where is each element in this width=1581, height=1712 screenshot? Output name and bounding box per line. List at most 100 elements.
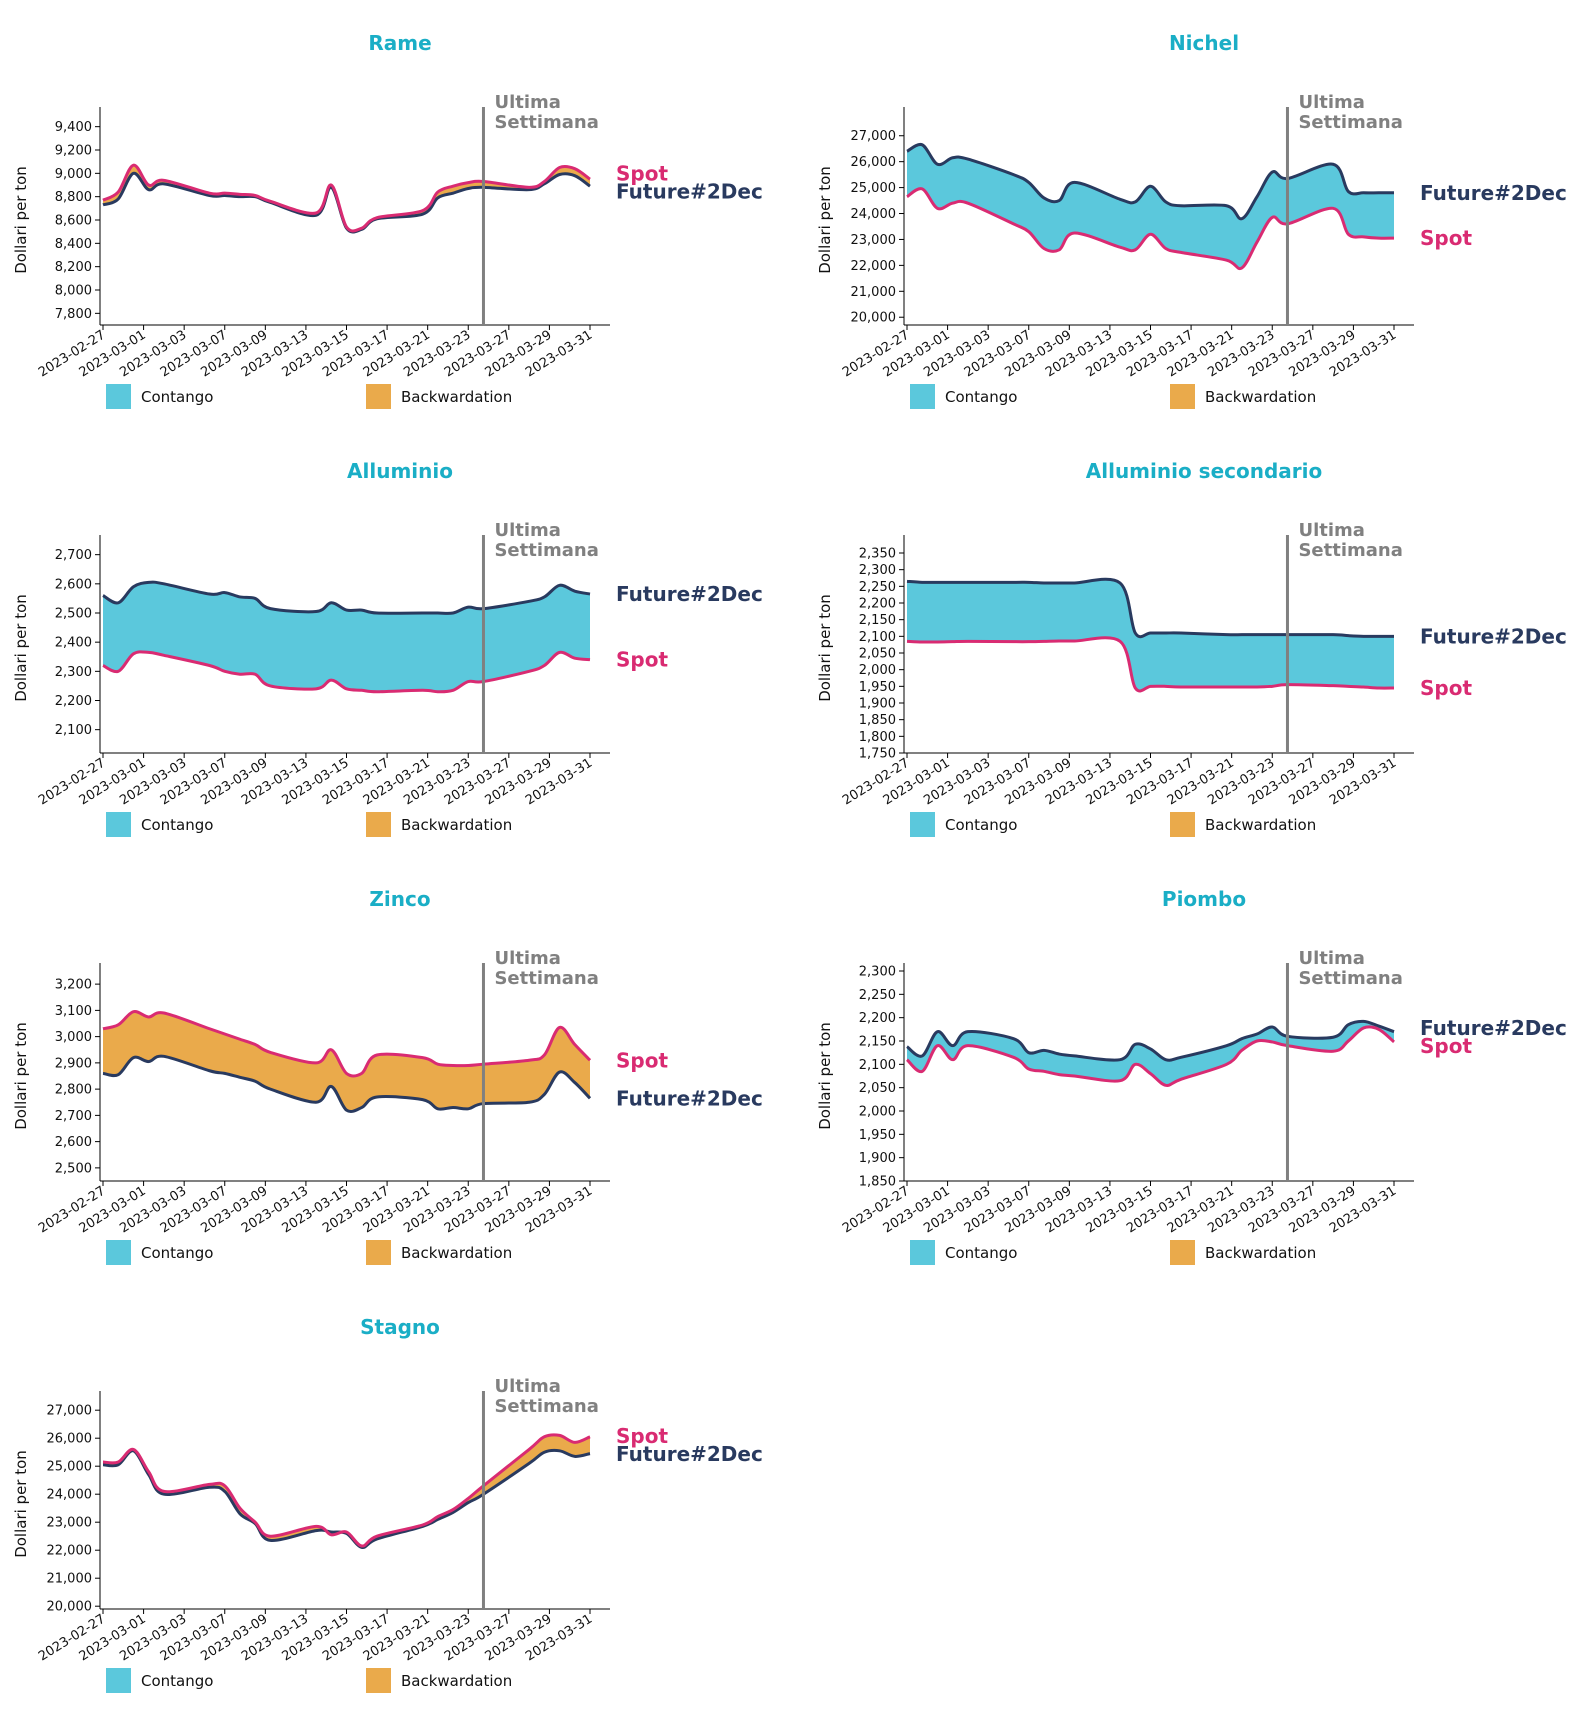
legend-item-backwardation: Backwardation — [1170, 1240, 1316, 1265]
legend-swatch — [366, 1668, 391, 1693]
y-tick-label: 23,000 — [851, 233, 897, 248]
series-line-spot — [102, 1010, 592, 1078]
chart-svg: Alluminio Dollari per ton 2,100 2,200 2,300 2… — [12, 459, 763, 837]
legend-item-backwardation: Backwardation — [366, 1240, 512, 1265]
legend-label: Contango — [945, 388, 1017, 406]
y-tick-label: 8,800 — [55, 190, 92, 205]
legend-swatch — [106, 1668, 131, 1693]
y-tick-label: 2,150 — [859, 1035, 896, 1050]
y-tick-label: 8,200 — [55, 260, 92, 275]
y-tick-label: 9,200 — [55, 144, 92, 159]
legend-swatch — [106, 1240, 131, 1265]
legend-item-backwardation: Backwardation — [366, 812, 512, 837]
chart-panel-alluminio: Alluminio Dollari per ton 2,100 2,200 2,300 2… — [0, 428, 790, 856]
legend-swatch — [910, 812, 935, 837]
series-end-label-future: Future#2Dec — [1420, 624, 1567, 648]
legend-swatch — [366, 384, 391, 409]
y-tick-label: 2,500 — [55, 1161, 92, 1176]
y-axis-label: Dollari per ton — [12, 594, 30, 702]
legend-item-contango: Contango — [106, 1668, 213, 1693]
last-week-label-line2: Settimana — [494, 540, 598, 561]
legend-item-contango: Contango — [910, 812, 1017, 837]
chart-title: Piombo — [1162, 887, 1246, 911]
last-week-label-line1: Ultima — [1298, 92, 1364, 113]
y-tick-label: 2,200 — [859, 597, 896, 612]
legend-item-backwardation: Backwardation — [366, 384, 512, 409]
y-tick-label: 27,000 — [47, 1404, 93, 1419]
y-tick-label: 1,900 — [859, 1151, 896, 1166]
y-tick-label: 1,950 — [859, 680, 896, 695]
legend-swatch — [106, 812, 131, 837]
legend-label: Contango — [945, 816, 1017, 834]
legend-label: Backwardation — [401, 1244, 512, 1262]
last-week-label-line2: Settimana — [1298, 968, 1402, 989]
legend-item-contango: Contango — [910, 1240, 1017, 1265]
chart-svg: Rame Dollari per ton 7,800 8,000 8,200 8,400 8… — [12, 31, 763, 409]
backwardation-area — [103, 1011, 590, 1112]
y-tick-label: 3,200 — [55, 978, 92, 993]
y-tick-label: 1,800 — [859, 730, 896, 745]
chart-panel-rame: Rame Dollari per ton 7,800 8,000 8,200 8,400 8… — [0, 0, 790, 428]
last-week-label-line1: Ultima — [494, 520, 560, 541]
y-tick-label: 20,000 — [851, 311, 897, 326]
y-tick-label: 21,000 — [851, 285, 897, 300]
series-line-spot — [102, 650, 591, 694]
legend-label: Contango — [141, 1244, 213, 1262]
chart-title: Zinco — [369, 887, 430, 911]
y-tick-label: 7,800 — [55, 307, 92, 322]
series-end-label-spot: Spot — [1420, 676, 1472, 700]
legend-item-backwardation: Backwardation — [1170, 812, 1316, 837]
last-week-label-line1: Ultima — [494, 948, 560, 969]
legend-swatch — [1170, 1240, 1195, 1265]
legend-item-contango: Contango — [106, 1240, 213, 1265]
y-tick-label: 2,200 — [859, 1011, 896, 1026]
y-axis-label: Dollari per ton — [12, 1450, 30, 1558]
chart-svg: Stagno Dollari per ton 20,000 21,000 22,000 2… — [12, 1315, 763, 1693]
chart-panel-zinco: Zinco Dollari per ton 2,500 2,600 2,700 2,800… — [0, 856, 790, 1284]
chart-panel-alluminio-secondario: Alluminio secondario Dollari per ton 1,750… — [804, 428, 1581, 856]
chart-title: Rame — [368, 31, 431, 55]
y-tick-label: 27,000 — [851, 129, 897, 144]
backwardation-area — [103, 165, 590, 233]
last-week-label-line1: Ultima — [1298, 520, 1364, 541]
contango-area — [907, 144, 1394, 269]
chart-panel-piombo: Piombo Dollari per ton 1,850 1,900 1,950 2,00… — [804, 856, 1581, 1284]
y-tick-label: 2,000 — [859, 663, 896, 678]
y-tick-label: 2,100 — [859, 1058, 896, 1073]
chart-svg: Piombo Dollari per ton 1,850 1,900 1,950 2,00… — [816, 887, 1567, 1265]
y-tick-label: 26,000 — [851, 155, 897, 170]
y-tick-label: 2,150 — [859, 613, 896, 628]
legend-item-contango: Contango — [106, 812, 213, 837]
legend-swatch — [910, 1240, 935, 1265]
series-end-label-future: Future#2Dec — [616, 180, 763, 204]
y-tick-label: 2,600 — [55, 577, 92, 592]
last-week-label-line2: Settimana — [494, 1396, 598, 1417]
series-end-label-spot: Spot — [616, 1424, 668, 1448]
legend-swatch — [366, 1240, 391, 1265]
chart-panel-stagno: Stagno Dollari per ton 20,000 21,000 22,000 2… — [0, 1284, 790, 1712]
last-week-label-line2: Settimana — [494, 968, 598, 989]
last-week-label-line1: Ultima — [494, 1376, 560, 1397]
series-line-spot — [102, 1433, 591, 1548]
y-tick-label: 22,000 — [47, 1544, 93, 1559]
y-tick-label: 20,000 — [47, 1600, 93, 1615]
series-end-label-spot: Spot — [616, 1048, 668, 1072]
y-tick-label: 2,000 — [859, 1105, 896, 1120]
y-tick-label: 2,350 — [859, 547, 896, 562]
chart-title: Stagno — [360, 1315, 440, 1339]
y-axis-label: Dollari per ton — [816, 1022, 834, 1130]
y-tick-label: 2,600 — [55, 1135, 92, 1150]
legend-label: Contango — [945, 1244, 1017, 1262]
contango-area — [907, 579, 1394, 692]
y-tick-label: 2,100 — [55, 723, 92, 738]
y-tick-label: 26,000 — [47, 1432, 93, 1447]
series-line-future — [102, 1054, 592, 1114]
chart-panel-nichel: Nichel Dollari per ton 20,000 21,000 22,000 2… — [804, 0, 1581, 428]
series-end-label-future: Future#2Dec — [1420, 1016, 1567, 1040]
series-end-label-spot: Spot — [616, 648, 668, 672]
series-line-spot — [906, 636, 1395, 693]
series-end-label-spot: Spot — [616, 162, 668, 186]
y-tick-label: 2,300 — [859, 563, 896, 578]
legend-label: Backwardation — [1205, 816, 1316, 834]
y-tick-label: 24,000 — [47, 1488, 93, 1503]
